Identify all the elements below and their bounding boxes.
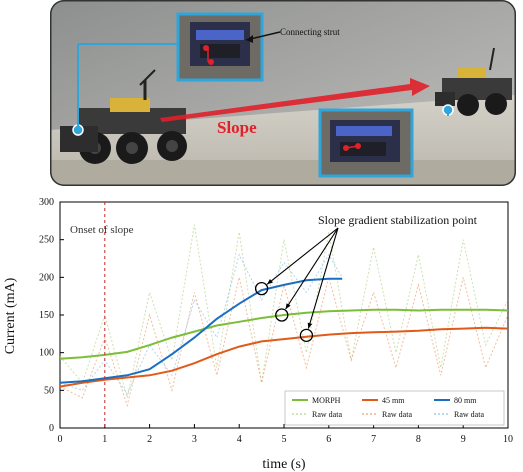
legend-label: Raw data [382, 410, 412, 419]
stabilization-arrowhead [267, 279, 273, 285]
series-raw-line [59, 275, 509, 408]
series-line-80-mm [59, 277, 343, 384]
x-tick-label: 7 [371, 434, 376, 445]
y-tick-label: 0 [49, 423, 54, 434]
x-tick-label: 9 [461, 434, 466, 445]
y-tick-label: 150 [39, 310, 54, 321]
x-tick-label: 3 [192, 434, 197, 445]
x-tick-label: 2 [147, 434, 152, 445]
x-tick-label: 5 [282, 434, 287, 445]
series-line-morph [59, 308, 509, 360]
legend-label: MORPH [312, 396, 341, 405]
legend: MORPH 45 mm 80 mm Raw data Raw data Raw data [284, 390, 505, 426]
callout-bottom [318, 108, 414, 178]
series-line-45-mm [59, 326, 509, 388]
y-tick-label: 300 [39, 197, 54, 208]
legend-label: Raw data [312, 410, 342, 419]
callout-label: Connecting strut [280, 27, 340, 37]
x-tick-label: 4 [237, 434, 242, 445]
y-axis-label: Current (mA) [3, 277, 18, 354]
legend-label: 80 mm [454, 396, 477, 405]
y-tick-label: 200 [39, 272, 54, 283]
stabilization-arrow [266, 227, 339, 285]
onset-label: Onset of slope [70, 224, 134, 236]
x-axis-label: time (s) [262, 457, 305, 472]
x-tick-label: 6 [326, 434, 331, 445]
stabilization-arrow [285, 227, 339, 310]
series-raw-line [59, 253, 343, 396]
series-raw-line [59, 224, 509, 399]
x-tick-label: 1 [102, 434, 107, 445]
x-tick-label: 0 [58, 434, 63, 445]
stabilization-label: Slope gradient stabilization point [318, 213, 478, 227]
stabilization-circle [299, 328, 314, 342]
x-tick-label: 10 [503, 434, 513, 445]
stabilization-circle [275, 308, 289, 322]
legend-label: 45 mm [382, 396, 405, 405]
legend-box [284, 390, 505, 426]
slope-arrow [160, 78, 430, 122]
stabilization-arrowhead [307, 322, 313, 329]
x-tick-label: 8 [416, 434, 421, 445]
legend-label: Raw data [454, 410, 484, 419]
y-tick-label: 100 [39, 348, 54, 359]
stabilization-arrowhead [285, 303, 291, 310]
robot-left [60, 69, 187, 164]
robot-slope-photo: Slope Connecting strut [50, 0, 516, 186]
stabilization-arrow [307, 227, 339, 329]
callout-top [176, 12, 281, 82]
stabilization-circle [254, 281, 269, 296]
y-tick-label: 250 [39, 235, 54, 246]
y-tick-label: 50 [44, 385, 54, 396]
slope-label: Slope [217, 118, 257, 137]
